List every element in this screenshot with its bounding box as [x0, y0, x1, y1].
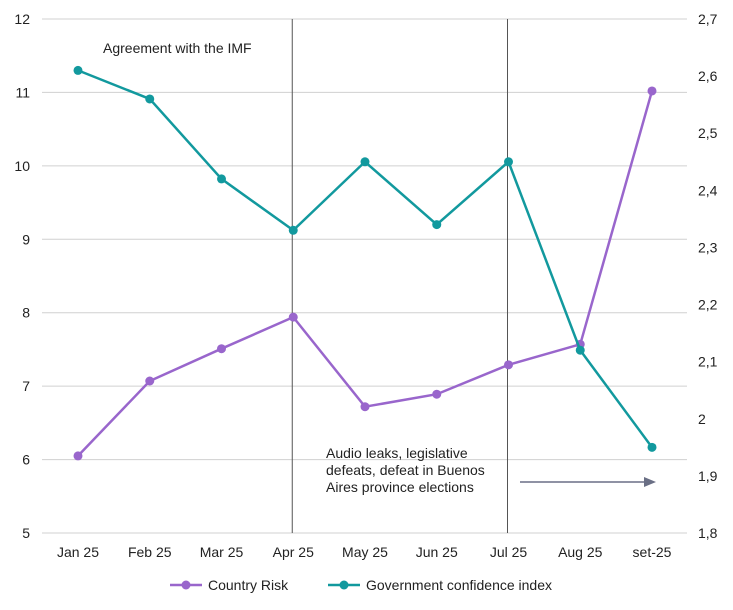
legend-swatch-marker: [339, 580, 349, 590]
right-tick-label: 2,1: [698, 354, 718, 370]
right-tick-label: 2,6: [698, 68, 718, 84]
right-tick-label: 1,9: [698, 468, 718, 484]
data-point: [432, 389, 442, 399]
right-tick-label: 2: [698, 411, 706, 427]
left-tick-label: 9: [22, 231, 30, 247]
data-point: [288, 225, 298, 235]
data-point: [73, 65, 83, 75]
annotation-text: Aires province elections: [326, 479, 474, 495]
x-tick-label: Feb 25: [128, 544, 172, 560]
data-point: [504, 360, 513, 370]
data-point: [647, 442, 657, 452]
left-tick-label: 12: [14, 11, 30, 27]
right-tick-label: 2,7: [698, 11, 718, 27]
left-tick-label: 5: [22, 525, 30, 541]
x-tick-label: Apr 25: [273, 544, 314, 560]
series-line: [77, 90, 654, 457]
right-tick-label: 2,5: [698, 125, 718, 141]
annotation-text: Agreement with the IMF: [103, 40, 252, 56]
x-tick-label: Jun 25: [416, 544, 458, 560]
x-tick-label: Aug 25: [558, 544, 603, 560]
right-tick-label: 2,4: [698, 182, 718, 198]
data-point: [504, 157, 513, 167]
data-point: [217, 344, 226, 354]
left-tick-label: 6: [22, 452, 30, 468]
data-point: [73, 451, 83, 461]
right-tick-label: 1,8: [698, 525, 718, 541]
data-point: [145, 376, 155, 386]
data-point: [288, 312, 298, 322]
x-tick-label: May 25: [342, 544, 388, 560]
legend-swatch-marker: [181, 580, 191, 590]
right-tick-label: 2,2: [698, 297, 718, 313]
x-tick-label: Mar 25: [200, 544, 244, 560]
left-tick-label: 10: [14, 158, 30, 174]
annotation-text: defeats, defeat in Buenos: [326, 462, 485, 478]
data-point: [575, 345, 585, 355]
data-point: [432, 220, 442, 230]
annotation-text: Audio leaks, legislative: [326, 445, 468, 461]
x-tick-label: Jul 25: [490, 544, 528, 560]
left-tick-label: 8: [22, 305, 30, 321]
data-point: [360, 157, 370, 167]
left-tick-label: 11: [15, 84, 30, 100]
left-tick-label: 7: [22, 378, 30, 394]
legend-label: Country Risk: [208, 577, 289, 593]
annotation-arrowhead: [644, 477, 656, 487]
data-point: [360, 402, 370, 412]
legend-label: Government confidence index: [366, 577, 552, 593]
x-tick-label: set-25: [633, 544, 672, 560]
right-tick-label: 2,3: [698, 239, 718, 255]
data-point: [217, 174, 226, 184]
x-tick-label: Jan 25: [57, 544, 99, 560]
data-point: [145, 94, 155, 104]
series-line: [77, 69, 654, 449]
data-point: [647, 86, 657, 96]
